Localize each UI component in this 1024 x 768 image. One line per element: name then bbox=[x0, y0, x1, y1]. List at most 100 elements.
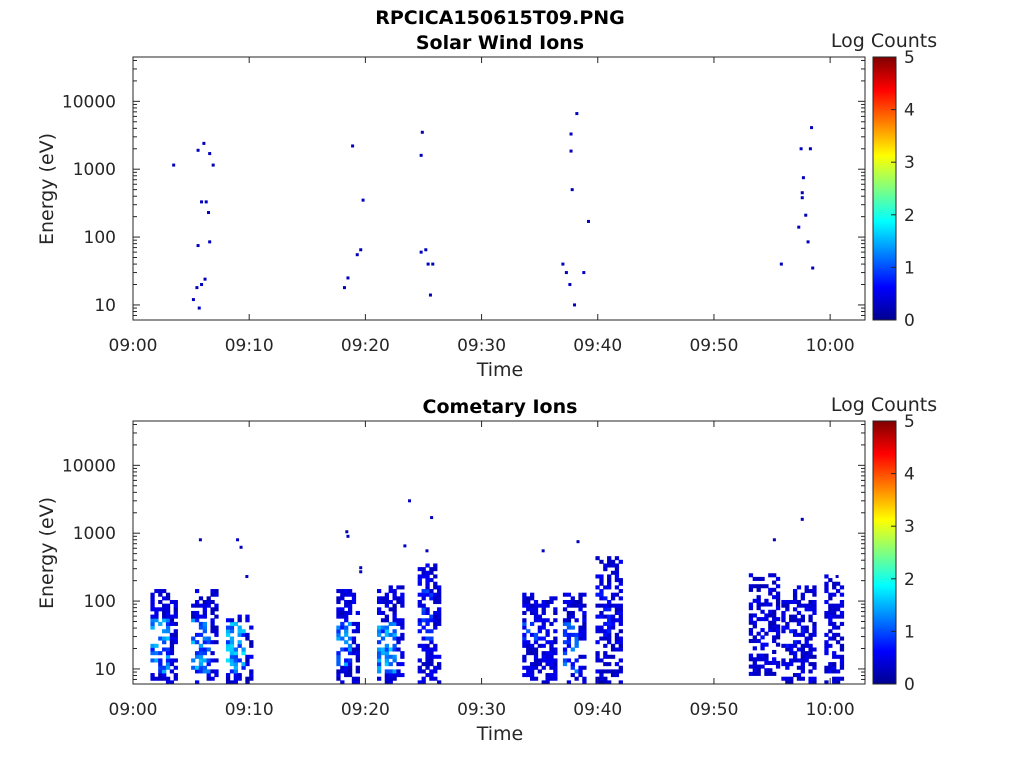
data-cell bbox=[380, 625, 386, 630]
data-cell bbox=[781, 625, 786, 630]
data-cell bbox=[522, 665, 527, 670]
data-cell bbox=[344, 658, 349, 663]
data-cell bbox=[194, 651, 200, 656]
data-cell bbox=[824, 680, 829, 685]
data-cell bbox=[603, 636, 608, 641]
data-cell bbox=[165, 618, 171, 623]
data-cell bbox=[578, 636, 583, 641]
data-cell bbox=[437, 592, 442, 597]
data-cell bbox=[169, 680, 175, 685]
data-cell bbox=[336, 599, 341, 605]
data-cell bbox=[388, 607, 393, 612]
data-cell bbox=[388, 621, 393, 626]
data-cell bbox=[566, 614, 572, 619]
data-cell bbox=[158, 599, 163, 605]
data-cell bbox=[237, 658, 242, 663]
data-cell bbox=[150, 658, 155, 663]
data-cell bbox=[796, 673, 802, 678]
data-cell bbox=[792, 651, 798, 656]
data-cell bbox=[792, 618, 798, 623]
data-cell bbox=[351, 599, 357, 605]
data-cell bbox=[800, 658, 805, 663]
data-cell bbox=[154, 676, 159, 681]
data-cell bbox=[433, 625, 438, 630]
data-cell bbox=[812, 676, 817, 681]
data-cell bbox=[812, 610, 817, 615]
data-cell bbox=[582, 618, 587, 623]
data-cell bbox=[812, 662, 817, 667]
data-cell bbox=[245, 636, 250, 641]
data-cell bbox=[808, 680, 813, 685]
data-cell bbox=[578, 632, 583, 637]
colorbar-tick-label: 5 bbox=[904, 412, 915, 432]
data-cell bbox=[839, 610, 845, 615]
data-cell bbox=[595, 629, 600, 634]
data-cell bbox=[792, 614, 798, 619]
data-cell bbox=[433, 581, 438, 586]
data-cell bbox=[562, 621, 568, 626]
colorbar bbox=[872, 420, 897, 685]
data-cell bbox=[574, 618, 579, 623]
data-cell bbox=[380, 647, 386, 652]
data-cell bbox=[792, 607, 798, 612]
data-cell bbox=[425, 570, 430, 575]
data-cell bbox=[603, 669, 608, 674]
data-cell bbox=[165, 592, 171, 597]
data-cell bbox=[173, 673, 178, 678]
data-cell bbox=[336, 636, 341, 641]
data-cell bbox=[545, 676, 550, 681]
data-cell bbox=[150, 596, 155, 601]
data-cell bbox=[384, 651, 390, 656]
data-cell bbox=[206, 669, 211, 674]
data-cell bbox=[760, 642, 765, 647]
data-cell bbox=[764, 668, 769, 673]
data-cell bbox=[392, 676, 397, 681]
data-cell bbox=[425, 549, 429, 553]
data-cell bbox=[582, 636, 587, 641]
data-cell bbox=[233, 621, 238, 626]
data-cell bbox=[574, 643, 579, 648]
data-cell bbox=[522, 632, 527, 637]
data-cell bbox=[582, 592, 587, 597]
data-cell bbox=[165, 662, 171, 667]
data-cell bbox=[210, 618, 215, 623]
data-cell bbox=[202, 665, 207, 670]
data-cell bbox=[421, 570, 426, 575]
data-cell bbox=[214, 625, 219, 630]
data-cell bbox=[342, 286, 346, 290]
data-cell bbox=[202, 669, 207, 674]
data-cell bbox=[614, 556, 620, 561]
data-cell bbox=[429, 614, 434, 619]
data-cell bbox=[347, 658, 353, 663]
data-cell bbox=[425, 673, 430, 678]
data-cell bbox=[392, 610, 397, 615]
data-cell bbox=[537, 636, 543, 641]
data-cell bbox=[792, 658, 798, 663]
data-cell bbox=[828, 636, 833, 641]
data-cell bbox=[173, 658, 178, 663]
data-cell bbox=[336, 625, 341, 630]
x-tick-label: 09:50 bbox=[689, 700, 738, 720]
data-cell bbox=[772, 624, 777, 629]
data-cell bbox=[835, 680, 841, 685]
data-cell bbox=[437, 610, 442, 615]
data-cell bbox=[214, 629, 219, 634]
data-cell bbox=[210, 621, 215, 626]
data-cell bbox=[614, 640, 620, 645]
data-cell bbox=[610, 621, 616, 626]
data-cell bbox=[781, 676, 786, 681]
data-cell bbox=[800, 625, 805, 630]
data-cell bbox=[800, 191, 804, 195]
data-cell bbox=[775, 631, 781, 636]
data-cell bbox=[207, 211, 211, 215]
data-cell bbox=[756, 671, 761, 676]
data-cell bbox=[202, 603, 207, 608]
data-cell bbox=[533, 651, 539, 656]
data-cell bbox=[775, 624, 781, 629]
data-cell bbox=[775, 576, 781, 581]
data-cell bbox=[433, 621, 438, 626]
data-cell bbox=[336, 658, 341, 663]
data-cell bbox=[828, 596, 833, 601]
data-cell bbox=[545, 632, 550, 637]
data-cell bbox=[768, 668, 773, 673]
